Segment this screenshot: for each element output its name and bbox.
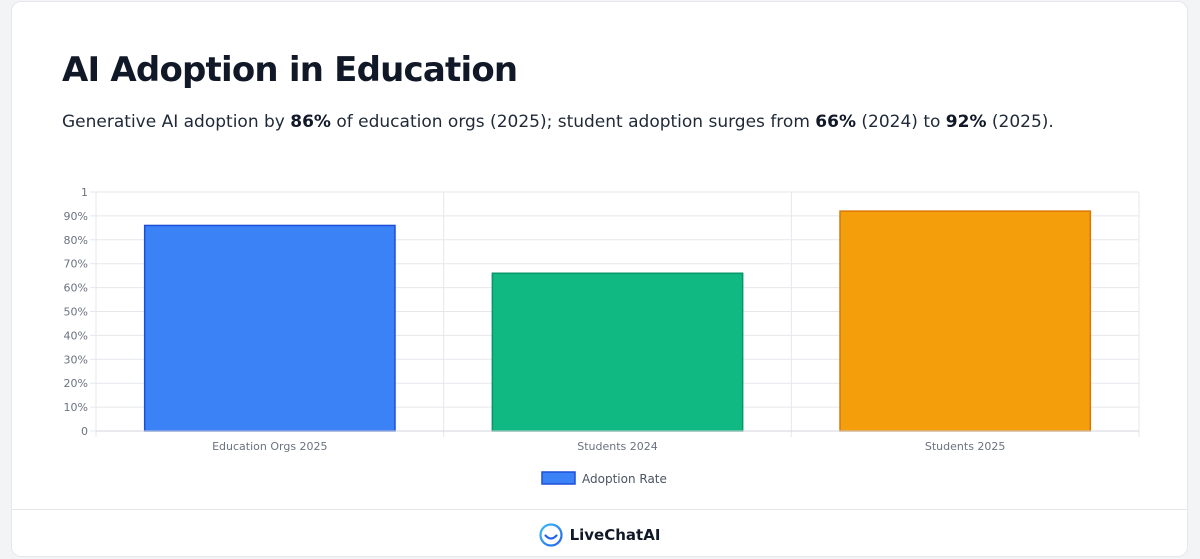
y-tick-label: 10%: [64, 401, 88, 414]
legend-swatch: [541, 471, 576, 485]
y-tick-label: 80%: [64, 234, 88, 247]
y-tick-label: 0: [81, 425, 88, 438]
x-tick-label: Students 2025: [925, 440, 1006, 453]
bar-chart: 0 10% 20% 30% 40% 50% 60% 70% 80% 90% 1 Education O…: [64, 186, 1140, 486]
x-tick-label: Students 2024: [577, 440, 658, 453]
footer: LiveChatAI: [12, 509, 1187, 556]
subtitle-text-4: (2025).: [986, 112, 1054, 132]
y-tick-label: 30%: [64, 353, 88, 366]
bar: [491, 272, 744, 432]
y-tick-label: 1: [81, 186, 88, 199]
x-tick-label: Education Orgs 2025: [212, 440, 327, 453]
livechatai-logo-icon: [538, 522, 563, 547]
chart-card: AI Adoption in Education Generative AI a…: [11, 1, 1188, 557]
subtitle-highlight-2025: 92%: [945, 112, 987, 132]
brand-name: LiveChatAI: [569, 525, 661, 544]
brand[interactable]: LiveChatAI: [538, 522, 661, 547]
page-subtitle: Generative AI adoption by 86% of educati…: [62, 112, 1054, 132]
subtitle-text-1: Generative AI adoption by: [62, 112, 291, 132]
y-tick-label: 50%: [64, 306, 88, 319]
y-tick-label: 60%: [64, 282, 88, 295]
bar: [143, 224, 396, 432]
bar: [839, 210, 1092, 432]
y-tick-label: 20%: [64, 377, 88, 390]
legend-label: Adoption Rate: [582, 472, 667, 486]
page-title: AI Adoption in Education: [62, 50, 518, 90]
y-tick-label: 70%: [64, 258, 88, 271]
subtitle-text-2: of education orgs (2025); student adopti…: [330, 112, 816, 132]
y-tick-label: 90%: [64, 210, 88, 223]
subtitle-highlight-2024: 66%: [815, 112, 856, 132]
subtitle-text-3: (2024) to: [855, 112, 946, 132]
y-tick-label: 40%: [64, 329, 88, 342]
subtitle-highlight-orgs: 86%: [290, 112, 331, 132]
